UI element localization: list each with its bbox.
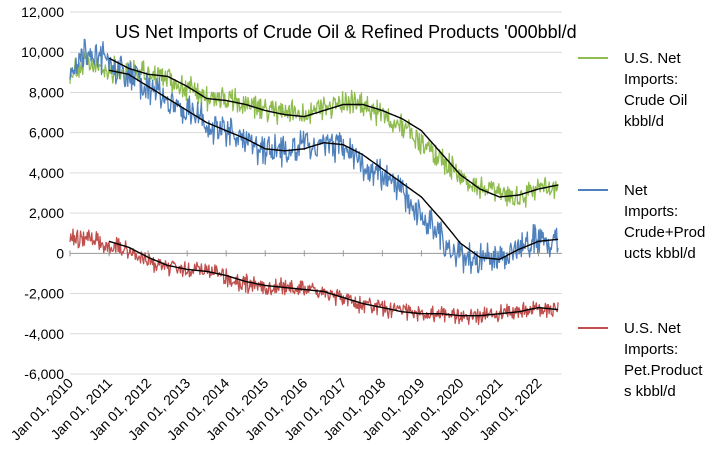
legend-label-2: Imports: xyxy=(624,203,678,220)
series-line-3 xyxy=(69,228,559,326)
legend: U.S. Net Imports: Crude Oil kbbl/d Net Import… xyxy=(578,50,705,400)
series-layer xyxy=(69,38,559,326)
legend-label-3: s kbbl/d xyxy=(624,383,676,400)
series-line-2 xyxy=(69,38,559,274)
legend-label-1: U.S. Net xyxy=(624,50,682,67)
y-tick-label: 4,000 xyxy=(29,165,64,181)
y-tick-label: -6,000 xyxy=(24,366,64,382)
trend-line-1 xyxy=(108,57,559,198)
y-tick-label: 12,000 xyxy=(21,4,64,20)
legend-label-2: Crude+Prod xyxy=(624,224,705,241)
y-tick-label: 2,000 xyxy=(29,205,64,221)
trend-layer xyxy=(108,57,559,317)
y-tick-label: 10,000 xyxy=(21,44,64,60)
legend-label-1: Imports: xyxy=(624,71,678,88)
series-line-1 xyxy=(69,52,559,208)
legend-label-3: Imports: xyxy=(624,341,678,358)
y-tick-label: 0 xyxy=(56,245,64,261)
gridlines xyxy=(70,11,562,375)
y-tick-label: -4,000 xyxy=(24,326,64,342)
legend-label-2: ucts kbbl/d xyxy=(624,245,696,262)
legend-label-1: Crude Oil xyxy=(624,92,687,109)
trend-line-2 xyxy=(108,69,559,261)
legend-label-3: U.S. Net xyxy=(624,320,682,337)
y-tick-label: 8,000 xyxy=(29,84,64,100)
y-tick-label: -2,000 xyxy=(24,286,64,302)
legend-label-3: Pet.Product xyxy=(624,362,703,379)
y-axis-tick-labels: 12,000 10,000 8,000 6,000 4,000 2,000 0 -2,000 -… xyxy=(21,4,64,382)
trend-line-3 xyxy=(108,240,559,317)
chart-title: US Net Imports of Crude Oil & Refined Pr… xyxy=(115,22,577,42)
y-tick-label: 6,000 xyxy=(29,125,64,141)
legend-label-2: Net xyxy=(624,182,648,199)
legend-label-1: kbbl/d xyxy=(624,113,664,130)
